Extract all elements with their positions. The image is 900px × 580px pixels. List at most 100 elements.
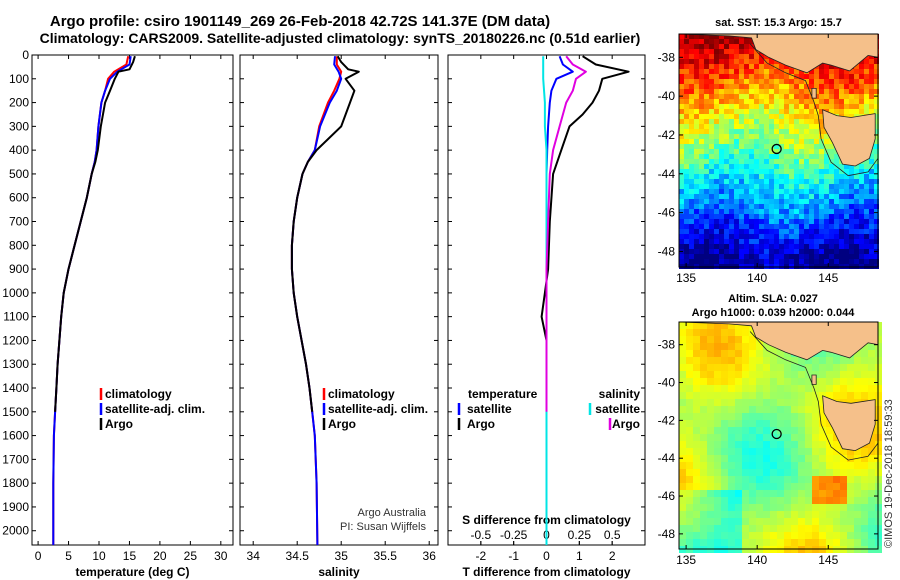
x-tick-label: 10 (92, 549, 106, 563)
x-tick-label: 0 (543, 549, 550, 563)
y-tick-label: 800 (9, 238, 29, 252)
map-y-tick-label: -44 (658, 451, 676, 465)
map-y-tick-label: -38 (658, 338, 676, 352)
y-tick-label: 1500 (2, 405, 29, 419)
map-y-tick-label: -46 (658, 489, 676, 503)
legend-title-salinity: salinity (599, 387, 641, 401)
x-tick-label: 35 (335, 549, 349, 563)
legend-label: Argo (612, 417, 640, 431)
map-x-tick-label: 135 (676, 553, 696, 567)
y-tick-label: 700 (9, 215, 29, 229)
sla-map-shelf-contour (749, 331, 879, 461)
x-tick-label: 36 (423, 549, 437, 563)
x2-tick-label: -0.5 (470, 528, 491, 542)
y-tick-label: 400 (9, 143, 29, 157)
map-x-tick-label: 140 (747, 553, 767, 567)
temperature-panel: 0100200300400500600700800900100011001200… (2, 48, 234, 579)
series-line-argo (540, 55, 630, 412)
map-x-tick-label: 145 (818, 553, 838, 567)
sla-map-title: Altim. SLA: 0.027 (728, 293, 818, 305)
legend-label: satellite (467, 402, 512, 416)
x-tick-label: 34.5 (286, 549, 310, 563)
legend-label: climatology (105, 387, 172, 401)
y-tick-label: 1100 (3, 310, 29, 324)
map-y-tick-label: -40 (658, 376, 676, 390)
temperature-plot-frame (31, 54, 234, 546)
x-tick-label: 5 (65, 549, 72, 563)
salinity-plot-frame (239, 54, 439, 546)
x-tick-label: 20 (153, 549, 167, 563)
salinity-panel: 34 34.5 35 35.5 36 salinity climatologysatelli… (239, 54, 439, 579)
map-y-tick-label: -48 (658, 244, 676, 258)
map-y-tick-label: -46 (658, 206, 676, 220)
legend-label: climatology (328, 387, 395, 401)
sla-map-frame (678, 321, 879, 550)
credit-text: ©IMOS 19-Dec-2018 18:59:33 (883, 399, 895, 548)
x-tick-label: 30 (214, 549, 228, 563)
map-y-tick-label: -42 (658, 413, 676, 427)
map-x-tick-label: 140 (747, 271, 767, 285)
x2-tick-label: 0.5 (604, 528, 621, 542)
x-tick-label: -2 (475, 549, 486, 563)
x-tick-label: 35.5 (374, 549, 398, 563)
map-y-tick-label: -44 (658, 167, 676, 181)
legend-label: Argo (105, 417, 133, 431)
y-tick-label: 1900 (2, 500, 29, 514)
map-x-tick-label: 135 (676, 271, 696, 285)
y-tick-label: 900 (9, 262, 29, 276)
legend-label: Argo (467, 417, 495, 431)
difference-x-axis-label: T difference from climatology (462, 565, 630, 579)
y-tick-label: 1700 (2, 452, 29, 466)
sla-map-field (679, 322, 882, 553)
y-tick-label: 2000 (2, 524, 29, 538)
argo-float-marker (771, 428, 782, 440)
sst-map-frame (678, 33, 879, 268)
sla-map-subtitle: Argo h1000: 0.039 h2000: 0.044 (692, 307, 856, 319)
sla-map-land-tasmania (822, 395, 876, 452)
legend-label: satellite-adj. clim. (328, 402, 428, 416)
series-line-argo (545, 55, 587, 412)
x-tick-label: -1 (508, 549, 519, 563)
legend-label: Argo (328, 417, 356, 431)
y-tick-label: 100 (9, 72, 29, 86)
map-x-tick-label: 145 (818, 271, 838, 285)
map-y-tick-label: -48 (658, 527, 676, 541)
legend-label: satellite (595, 402, 640, 416)
y-tick-label: 1200 (2, 333, 29, 347)
legend-label: satellite-adj. clim. (105, 402, 205, 416)
x-tick-label: 15 (123, 549, 137, 563)
map-y-tick-label: -38 (658, 50, 676, 64)
map-y-tick-label: -40 (658, 89, 676, 103)
x-tick-label: 1 (576, 549, 583, 563)
x2-tick-label: -0.25 (500, 528, 528, 542)
y-tick-label: 200 (9, 96, 29, 110)
pi-annotation: Argo Australia (358, 507, 427, 519)
series-line-argo (290, 55, 360, 412)
temperature-x-axis-label: temperature (deg C) (75, 565, 189, 579)
sst-map-land-king-island (811, 88, 817, 99)
argo-float-marker (771, 143, 782, 155)
series-line-argo (54, 55, 136, 412)
sst-map-land-tasmania (822, 109, 876, 167)
sla-map-land-king-island (811, 374, 817, 385)
legend-title-temperature: temperature (468, 387, 538, 401)
salinity-x-axis-label: salinity (318, 565, 360, 579)
figure-title-line2: Climatology: CARS2009. Satellite-adjuste… (40, 30, 641, 46)
y-tick-label: 1600 (2, 429, 29, 443)
pi-annotation: PI: Susan Wijffels (340, 521, 426, 533)
x2-tick-label: 0.25 (568, 528, 592, 542)
y-tick-label: 1800 (2, 476, 29, 490)
y-tick-label: 1400 (2, 381, 29, 395)
x-tick-label: 2 (609, 549, 616, 563)
y-tick-label: 0 (22, 48, 29, 62)
y-tick-label: 600 (9, 191, 29, 205)
x-tick-label: 25 (184, 549, 198, 563)
y-tick-label: 1300 (2, 357, 29, 371)
x-tick-label: 34 (247, 549, 261, 563)
x-tick-label: 0 (35, 549, 42, 563)
